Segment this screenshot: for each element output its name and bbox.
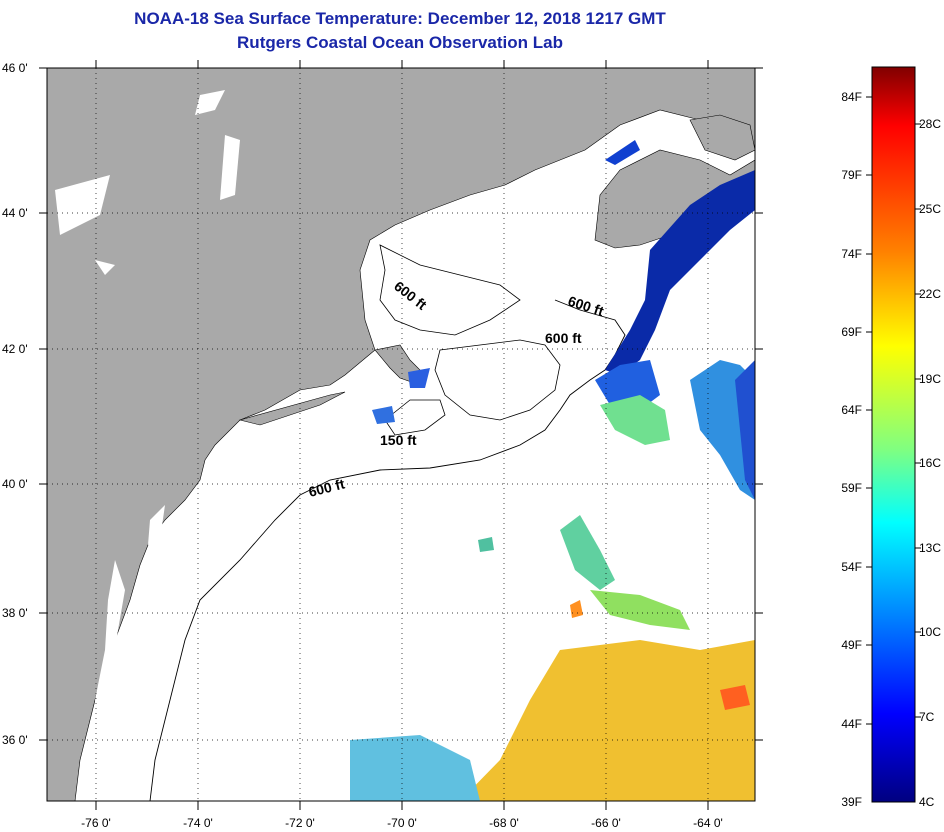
colorbar-f-label: 54F xyxy=(841,560,862,574)
map-subtitle: Rutgers Coastal Ocean Observation Lab xyxy=(237,33,563,52)
colorbar-ticks xyxy=(866,96,921,725)
lon-tick-label: -68 0' xyxy=(489,816,519,830)
colorbar-f-label: 49F xyxy=(841,638,862,652)
inland-lake xyxy=(195,90,225,115)
colorbar-f-label: 59F xyxy=(841,481,862,495)
land-cape-breton xyxy=(689,114,755,161)
sst-patch-cape-cod xyxy=(408,368,430,388)
colorbar-f-label: 64F xyxy=(841,403,862,417)
sst-patch-southwest xyxy=(350,735,480,801)
colorbar-f-label: 69F xyxy=(841,325,862,339)
sst-patch-scotian-shelf xyxy=(605,170,755,375)
sst-patch-warm-edge xyxy=(600,395,670,445)
tick-marks xyxy=(39,60,763,810)
land-long-island xyxy=(238,391,346,426)
contour-150ft xyxy=(384,399,446,436)
colorbar-f-label: 84F xyxy=(841,90,862,104)
contour-label: 600 ft xyxy=(545,330,582,346)
lat-tick-label: 44 0' xyxy=(2,206,28,220)
sst-patch-south-warm xyxy=(460,640,755,801)
lat-tick-label: 38 0' xyxy=(2,606,28,620)
sst-data-layer xyxy=(350,140,755,801)
sst-patch-small xyxy=(570,600,583,618)
chesapeake-bay xyxy=(95,560,125,720)
lat-tick-label: 46 0' xyxy=(2,61,28,75)
colorbar-c-label: 7C xyxy=(919,710,935,724)
lon-tick-label: -66 0' xyxy=(591,816,621,830)
contour-label: 150 ft xyxy=(380,432,417,448)
colorbar-f-label: 74F xyxy=(841,247,862,261)
inland-lake xyxy=(220,135,240,200)
colorbar-c-label: 22C xyxy=(919,287,941,301)
colorbar-c-label: 10C xyxy=(919,625,941,639)
lat-tick-label: 40 0' xyxy=(2,477,28,491)
colorbar-c-label: 19C xyxy=(919,372,941,386)
colorbar-f-label: 44F xyxy=(841,717,862,731)
lat-tick-label: 36 0' xyxy=(2,733,28,747)
land-nova-scotia xyxy=(594,149,755,249)
contour-600ft-gulf xyxy=(379,244,521,336)
colorbar-c-label: 16C xyxy=(919,456,941,470)
lon-tick-label: -64 0' xyxy=(693,816,723,830)
colorbar-c-label: 28C xyxy=(919,117,941,131)
lon-tick-label: -72 0' xyxy=(285,816,315,830)
lon-tick-label: -76 0' xyxy=(81,816,111,830)
colorbar-f-label: 79F xyxy=(841,168,862,182)
sst-patch-small xyxy=(478,537,494,552)
colorbar-f-label: 39F xyxy=(841,795,862,809)
colorbar xyxy=(871,66,916,803)
inland-lake xyxy=(55,175,110,235)
contour-georges-bank xyxy=(434,339,561,421)
delaware-bay xyxy=(148,505,165,545)
sst-patch-bay-of-fundy xyxy=(605,140,640,165)
sst-patch-small xyxy=(720,685,750,710)
sst-patch-stream-north xyxy=(560,515,615,590)
colorbar-c-label: 25C xyxy=(919,202,941,216)
contour-600ft xyxy=(149,299,626,801)
colorbar-c-label: 13C xyxy=(919,541,941,555)
sst-patch-stream-main xyxy=(590,590,690,630)
lat-tick-label: 42 0' xyxy=(2,342,28,356)
sst-patch-nantucket xyxy=(372,406,395,424)
colorbar-c-label: 4C xyxy=(919,795,935,809)
plot-frame xyxy=(46,67,756,802)
sst-patch-east-cool xyxy=(735,360,755,500)
lon-tick-label: -70 0' xyxy=(387,816,417,830)
inland-lake xyxy=(95,260,115,275)
map-title: NOAA-18 Sea Surface Temperature: Decembe… xyxy=(134,9,666,28)
lon-tick-label: -74 0' xyxy=(183,816,213,830)
